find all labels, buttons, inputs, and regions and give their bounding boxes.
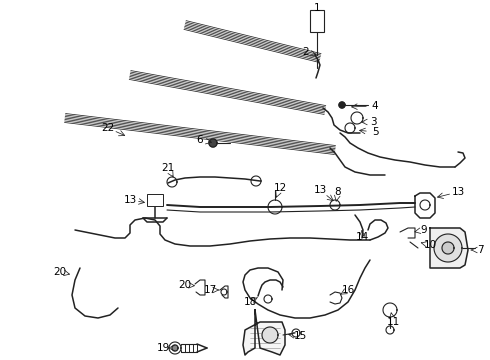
Text: 10: 10 <box>423 240 437 250</box>
Polygon shape <box>442 242 454 254</box>
Text: 14: 14 <box>355 232 368 242</box>
Text: 8: 8 <box>335 187 342 197</box>
Text: 12: 12 <box>273 183 287 193</box>
Text: 16: 16 <box>342 285 355 295</box>
Text: 5: 5 <box>372 127 378 137</box>
Text: 2: 2 <box>303 47 309 57</box>
Bar <box>310 10 324 32</box>
Text: 13: 13 <box>123 195 137 205</box>
Polygon shape <box>209 139 217 147</box>
Text: 18: 18 <box>244 297 257 307</box>
Polygon shape <box>262 327 278 343</box>
Text: 7: 7 <box>477 245 483 255</box>
Text: 20: 20 <box>53 267 67 277</box>
Text: 9: 9 <box>421 225 427 235</box>
Text: 22: 22 <box>101 123 115 133</box>
Text: 1: 1 <box>314 3 320 13</box>
Polygon shape <box>420 200 430 210</box>
Text: 13: 13 <box>314 185 327 195</box>
Text: 13: 13 <box>451 187 465 197</box>
Text: 21: 21 <box>161 163 174 173</box>
Polygon shape <box>339 102 345 108</box>
Polygon shape <box>172 345 178 351</box>
Text: 15: 15 <box>294 331 307 341</box>
Polygon shape <box>243 310 285 355</box>
Polygon shape <box>169 342 181 354</box>
Polygon shape <box>430 228 468 268</box>
Polygon shape <box>434 234 462 262</box>
Text: 17: 17 <box>203 285 217 295</box>
Text: 6: 6 <box>196 135 203 145</box>
Text: 11: 11 <box>387 317 400 327</box>
Text: 3: 3 <box>369 117 376 127</box>
Text: 19: 19 <box>156 343 170 353</box>
Text: 4: 4 <box>372 101 378 111</box>
Bar <box>147 194 163 206</box>
Text: 20: 20 <box>178 280 192 290</box>
